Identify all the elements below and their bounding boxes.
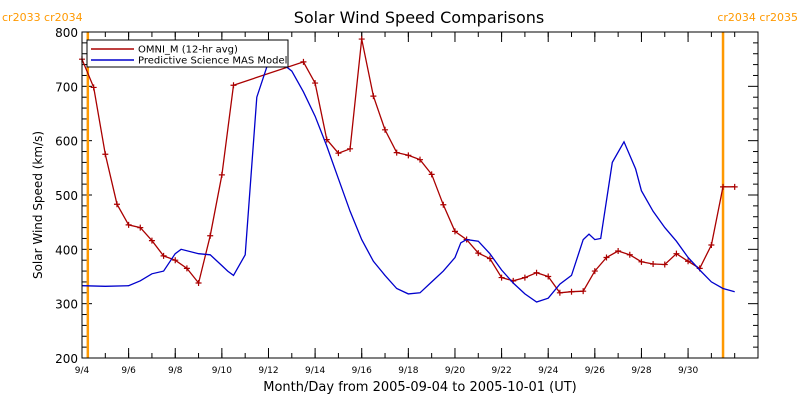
- data-point-marker: [300, 58, 307, 65]
- data-point-marker: [417, 156, 423, 163]
- data-point-marker: [498, 274, 505, 281]
- data-point-marker: [230, 82, 237, 89]
- series-line: [81, 38, 735, 294]
- y-tick-label: 500: [55, 189, 78, 203]
- data-point-marker: [113, 201, 120, 208]
- legend: OMNI_M (12-hr avg)Predictive Science MAS…: [86, 39, 289, 68]
- data-point-marker: [172, 257, 179, 264]
- data-point-marker: [370, 93, 377, 100]
- y-tick-label: 800: [55, 26, 78, 40]
- x-tick-label: 9/30: [678, 366, 698, 376]
- data-point-marker: [533, 269, 540, 276]
- data-point-marker: [591, 268, 598, 275]
- x-tick-label: 9/22: [491, 366, 511, 376]
- data-point-marker: [521, 274, 528, 281]
- x-tick-label: 9/12: [258, 366, 278, 376]
- data-point-marker: [90, 84, 97, 91]
- data-point-marker: [195, 280, 202, 287]
- rotation-label: cr2034 cr2035: [717, 11, 798, 24]
- y-tick-label: 300: [55, 298, 78, 312]
- data-point-marker: [428, 171, 435, 178]
- x-tick-label: 9/14: [305, 366, 325, 376]
- x-tick-label: 9/26: [585, 366, 605, 376]
- series-mas-model: [81, 61, 735, 303]
- data-point-marker: [545, 273, 552, 280]
- y-axis-label: Solar Wind Speed (km/s): [31, 131, 45, 279]
- data-point-marker: [347, 145, 354, 152]
- data-point-marker: [451, 228, 458, 235]
- x-axis-label: Month/Day from 2005-09-04 to 2005-10-01 …: [263, 380, 576, 395]
- x-tick-label: 9/20: [445, 366, 465, 376]
- data-point-marker: [358, 36, 365, 43]
- data-point-marker: [580, 288, 587, 295]
- data-point-marker: [661, 261, 668, 268]
- x-tick-label: 9/18: [398, 366, 418, 376]
- x-tick-label: 9/6: [121, 366, 136, 376]
- data-point-marker: [102, 151, 109, 158]
- rotation-label: cr2033 cr2034: [2, 11, 83, 24]
- data-point-marker: [556, 289, 563, 296]
- plot-axes: 200 300 400 500 600 700 800 9/4 9/6 9/8 9/10 9/12 9/…: [55, 26, 758, 376]
- data-point-marker: [393, 149, 400, 156]
- data-point-marker: [638, 258, 645, 265]
- data-point-marker: [148, 237, 155, 244]
- y-tick-label: 700: [55, 80, 78, 94]
- data-point-marker: [382, 126, 389, 133]
- plot-frame: [81, 31, 759, 359]
- data-point-marker: [218, 171, 225, 178]
- data-point-marker: [183, 265, 190, 272]
- y-tick-label: 600: [55, 135, 78, 149]
- rotation-markers: cr2033 cr2034 cr2034 cr2035: [2, 11, 798, 358]
- y-tick-label: 400: [55, 243, 78, 257]
- data-point-marker: [650, 261, 657, 268]
- data-point-marker: [125, 221, 132, 228]
- data-point-marker: [720, 183, 727, 190]
- x-tick-label: 9/8: [168, 366, 183, 376]
- series-line: [81, 61, 735, 303]
- data-point-marker: [312, 80, 319, 87]
- data-series: [79, 36, 738, 303]
- data-point-marker: [615, 247, 622, 254]
- chart-title: Solar Wind Speed Comparisons: [294, 8, 545, 27]
- series-omni: [79, 36, 738, 296]
- y-tick-label: 200: [55, 352, 78, 366]
- legend-label: Predictive Science MAS Model: [138, 56, 287, 67]
- data-point-marker: [475, 250, 482, 257]
- x-tick-label: 9/10: [212, 366, 232, 376]
- data-point-marker: [626, 251, 633, 258]
- x-tick-label: 9/28: [631, 366, 651, 376]
- data-point-marker: [568, 288, 575, 295]
- x-tick-label: 9/4: [75, 366, 90, 376]
- data-point-marker: [685, 258, 692, 265]
- data-point-marker: [673, 250, 680, 257]
- x-tick-label: 9/16: [352, 366, 372, 376]
- data-point-marker: [405, 152, 412, 159]
- data-point-marker: [160, 252, 167, 259]
- data-point-marker: [486, 255, 493, 262]
- data-point-marker: [335, 150, 342, 157]
- data-point-marker: [708, 241, 715, 248]
- x-tick-label: 9/24: [538, 366, 558, 376]
- legend-box: [86, 39, 289, 68]
- data-point-marker: [731, 183, 738, 190]
- data-point-marker: [603, 254, 610, 261]
- data-point-marker: [440, 201, 447, 208]
- legend-label: OMNI_M (12-hr avg): [138, 45, 238, 56]
- data-point-marker: [207, 232, 214, 239]
- data-point-marker: [137, 224, 144, 231]
